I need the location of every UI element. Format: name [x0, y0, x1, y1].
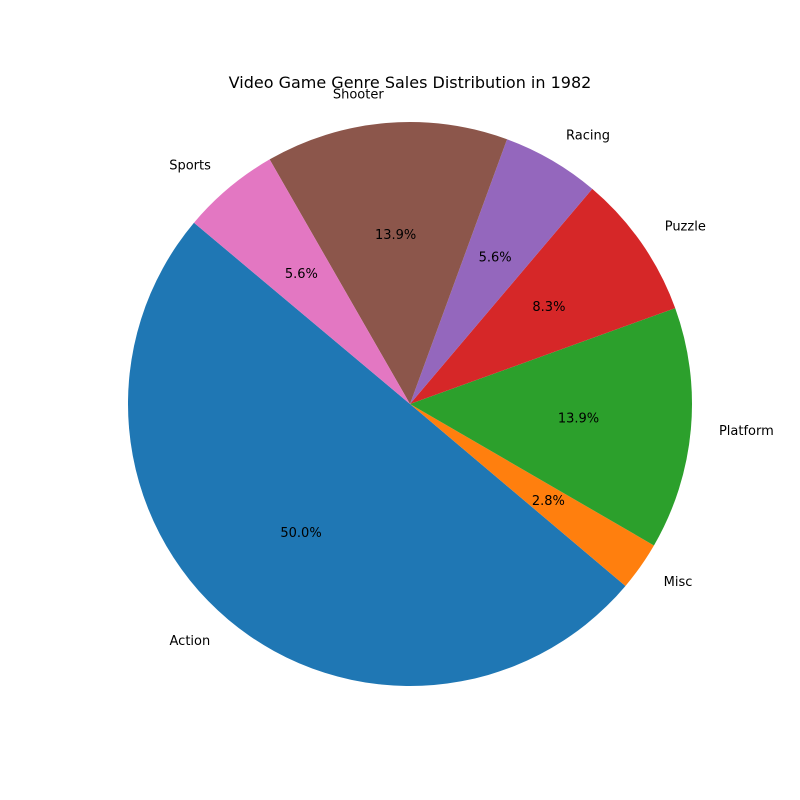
pie-slice-sports: [193, 159, 410, 404]
pie-slice-racing: [410, 139, 593, 404]
pie-slice-shooter: [269, 122, 508, 404]
pie-slice-puzzle: [410, 188, 676, 404]
pie-slice-platform: [410, 308, 692, 546]
slice-label-sports: Sports: [169, 159, 211, 174]
slice-percent-puzzle: 8.3%: [532, 300, 565, 315]
slice-percent-action: 50.0%: [280, 526, 321, 541]
slice-label-puzzle: Puzzle: [665, 219, 706, 234]
slice-label-racing: Racing: [566, 128, 610, 143]
slice-percent-racing: 5.6%: [479, 250, 512, 265]
pie-slice-misc: [410, 404, 654, 586]
slice-percent-shooter: 13.9%: [375, 228, 416, 243]
pie-labels: Action 50.0% Misc 2.8% Platform 13.9% Puzzle 8.…: [169, 87, 774, 648]
slice-percent-misc: 2.8%: [532, 494, 565, 509]
slice-percent-platform: 13.9%: [558, 412, 599, 427]
slice-percent-sports: 5.6%: [285, 267, 318, 282]
slice-label-shooter: Shooter: [333, 87, 384, 102]
pie-slices: [127, 122, 692, 687]
chart-title: Video Game Genre Sales Distribution in 1…: [229, 73, 592, 92]
slice-label-misc: Misc: [664, 575, 693, 590]
slice-label-action: Action: [170, 634, 211, 649]
slice-label-platform: Platform: [719, 424, 774, 439]
pie-slice-action: [127, 222, 626, 687]
